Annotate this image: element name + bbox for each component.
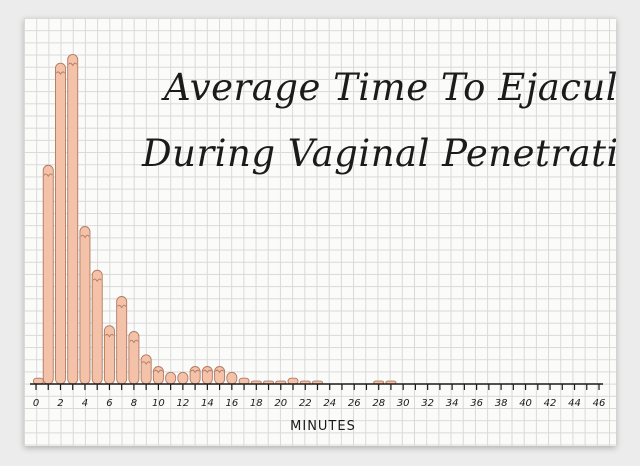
bar — [42, 164, 54, 385]
bar-chart: Average Time To Ejaculate During Vaginal… — [30, 53, 616, 434]
bar — [128, 331, 140, 385]
x-tick-label: 46 — [593, 398, 606, 409]
bar — [116, 296, 128, 385]
x-tick-label: 16 — [225, 398, 238, 409]
x-tick-label: 44 — [568, 398, 581, 409]
chart-title-line-1: Average Time To Ejaculate — [161, 66, 616, 109]
bar — [152, 366, 164, 385]
x-tick-label: 32 — [421, 398, 434, 409]
bar — [55, 62, 66, 385]
x-ticks-layer: 0 2 4 6 8 10 12 14 16 18 20 22 24 26 28 30 32 34 36 38 40 42 4… — [33, 384, 606, 409]
bar — [201, 366, 213, 385]
x-tick-label: 6 — [106, 398, 112, 409]
bar — [226, 371, 238, 385]
x-tick-label: 8 — [131, 398, 137, 409]
x-tick-label: 22 — [299, 398, 312, 409]
bar — [177, 371, 189, 385]
x-tick-label: 10 — [152, 398, 165, 409]
bar — [238, 377, 250, 385]
bar — [32, 377, 44, 385]
x-tick-label: 12 — [177, 398, 190, 409]
x-axis-label: MINUTES — [290, 419, 356, 434]
bar — [67, 53, 79, 385]
x-tick-label: 2 — [57, 398, 63, 409]
bar — [79, 226, 91, 385]
bar — [165, 371, 177, 385]
x-tick-label: 42 — [544, 398, 557, 409]
chart-title-line-2: During Vaginal Penetration — [141, 132, 616, 175]
x-tick-label: 24 — [323, 398, 336, 409]
bar — [189, 366, 201, 385]
bar — [287, 377, 299, 385]
x-tick-label: 20 — [274, 398, 287, 409]
x-tick-label: 34 — [446, 398, 459, 409]
bar — [91, 269, 103, 385]
x-tick-label: 36 — [470, 398, 483, 409]
x-tick-label: 40 — [519, 398, 532, 409]
bar — [140, 354, 152, 385]
x-tick-label: 14 — [201, 398, 214, 409]
bar — [214, 366, 226, 385]
x-tick-label: 18 — [250, 398, 263, 409]
x-tick-label: 38 — [495, 398, 508, 409]
chart-card: Average Time To Ejaculate During Vaginal… — [24, 18, 616, 446]
bar — [103, 325, 115, 385]
x-tick-label: 4 — [82, 398, 88, 409]
x-tick-label: 0 — [33, 398, 39, 409]
x-tick-label: 30 — [397, 398, 410, 409]
x-tick-label: 26 — [348, 398, 361, 409]
x-tick-label: 28 — [372, 398, 385, 409]
